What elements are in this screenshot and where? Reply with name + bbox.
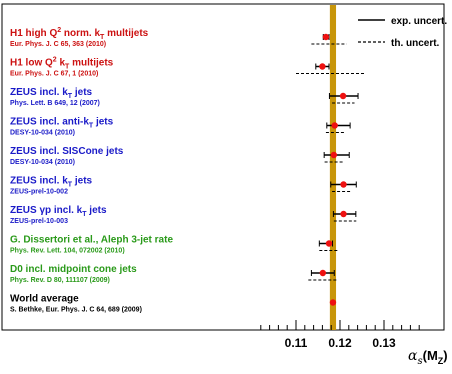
legend-th-label: th. uncert. bbox=[391, 38, 440, 49]
measurement-point bbox=[330, 151, 338, 159]
measurement-point bbox=[319, 269, 327, 277]
measurement-reference: Phys. Lett. B 649, 12 (2007) bbox=[10, 100, 100, 107]
measurement-title: G. Dissertori et al., Aleph 3-jet rate bbox=[10, 235, 173, 246]
measurement-point bbox=[340, 210, 347, 218]
measurement-reference: Phys. Rev. Lett. 104, 072002 (2010) bbox=[10, 248, 125, 255]
measurement-title: ZEUS incl. kT jets bbox=[10, 87, 93, 100]
measurement-reference: Eur. Phys. J. C 67, 1 (2010) bbox=[10, 71, 98, 78]
measurement-reference: DESY-10-034 (2010) bbox=[10, 130, 75, 137]
measurement-reference: Eur. Phys. J. C 65, 363 (2010) bbox=[10, 41, 106, 48]
measurement-reference: S. Bethke, Eur. Phys. J. C 64, 689 (2009… bbox=[10, 307, 142, 314]
measurement-point bbox=[325, 240, 333, 247]
measurement-title: World average bbox=[10, 294, 79, 305]
measurement-reference: Phys. Rev. D 80, 111107 (2009) bbox=[10, 277, 110, 284]
x-tick-label: 0.12 bbox=[328, 336, 352, 350]
measurement-reference: ZEUS-prel-10-002 bbox=[10, 189, 68, 196]
measurement-title: H1 low Q2 kT multijets bbox=[10, 57, 114, 71]
measurement-reference: DESY-10-034 (2010) bbox=[10, 159, 75, 166]
measurement-title: ZEUS γp incl. kT jets bbox=[10, 205, 107, 218]
measurement-point bbox=[339, 92, 347, 100]
plot-frame bbox=[1, 3, 445, 331]
legend: exp. uncert. th. uncert. bbox=[358, 16, 447, 49]
x-tick-label: 0.11 bbox=[285, 336, 308, 350]
measurement-point bbox=[331, 122, 338, 129]
measurement-title: H1 high Q2 norm. kT multijets bbox=[10, 27, 149, 41]
measurement-point bbox=[329, 299, 337, 306]
measurement-title: ZEUS incl. kT jets bbox=[10, 176, 93, 189]
measurement-point bbox=[322, 33, 330, 41]
measurement-point bbox=[319, 63, 326, 70]
x-tick-label: 0.13 bbox=[372, 336, 396, 350]
measurement-title: ZEUS incl. anti-kT jets bbox=[10, 117, 114, 130]
measurement-title: D0 incl. midpoint cone jets bbox=[10, 264, 137, 275]
measurement-point bbox=[340, 181, 347, 188]
measurement-reference: ZEUS-prel-10-003 bbox=[10, 218, 68, 225]
measurement-title: ZEUS incl. SISCone jets bbox=[10, 146, 124, 157]
x-axis-title: αs(MZ) bbox=[408, 348, 448, 367]
legend-exp-label: exp. uncert. bbox=[391, 16, 447, 27]
world-average-band bbox=[329, 5, 337, 330]
